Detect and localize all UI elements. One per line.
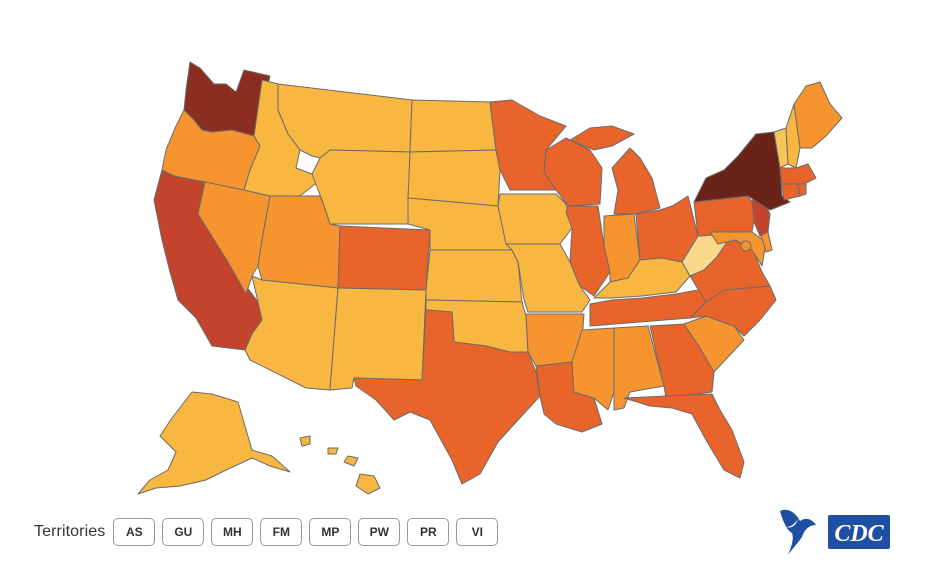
state-CT[interactable] [781, 183, 801, 201]
state-PA[interactable] [693, 195, 757, 237]
state-MI-up[interactable] [569, 125, 635, 151]
territories-bar: Territories AS GU MH FM MP PW PR VI [34, 517, 505, 547]
state-HI[interactable] [355, 473, 381, 495]
state-HI-oahu[interactable] [327, 447, 339, 455]
cdc-logo-box [828, 515, 890, 549]
state-AK[interactable] [137, 391, 291, 495]
state-DC[interactable] [740, 240, 752, 252]
state-WY[interactable] [311, 149, 411, 225]
state-HI-islands [299, 435, 381, 495]
territory-button-pr[interactable]: PR [407, 518, 450, 546]
territories-label: Territories [34, 523, 106, 540]
state-MD[interactable] [709, 231, 767, 267]
state-RI[interactable] [797, 183, 807, 197]
state-NY[interactable] [693, 131, 791, 211]
territory-button-mp[interactable]: MP [309, 518, 352, 546]
state-AL[interactable] [613, 325, 665, 411]
state-SD[interactable] [407, 149, 501, 207]
territory-button-as[interactable]: AS [113, 518, 156, 546]
state-MO[interactable] [505, 243, 591, 313]
cdc-logo: CDC [828, 515, 890, 549]
state-IA[interactable] [497, 193, 573, 245]
state-ME[interactable] [793, 81, 843, 149]
territory-button-pw[interactable]: PW [358, 518, 401, 546]
territory-button-fm[interactable]: FM [260, 518, 303, 546]
state-MT[interactable] [277, 83, 413, 159]
state-NM[interactable] [329, 287, 427, 391]
cdc-logo-text: CDC [834, 521, 884, 547]
state-AZ[interactable] [244, 275, 339, 391]
state-FL[interactable] [623, 393, 745, 479]
state-MA[interactable] [779, 163, 817, 185]
territory-button-mh[interactable]: MH [211, 518, 254, 546]
state-MI[interactable] [611, 147, 661, 215]
agency-logos: CDC [780, 509, 890, 555]
state-CO[interactable] [337, 225, 431, 291]
state-NH[interactable] [785, 103, 801, 169]
state-IL[interactable] [565, 205, 611, 297]
state-TX[interactable] [353, 309, 541, 485]
territory-button-gu[interactable]: GU [162, 518, 205, 546]
territory-button-vi[interactable]: VI [456, 518, 499, 546]
state-HI-kauai[interactable] [299, 435, 311, 447]
state-KS[interactable] [425, 249, 523, 303]
state-HI-maui[interactable] [343, 455, 359, 467]
state-ND[interactable] [409, 99, 497, 153]
hhs-eagle-icon [780, 509, 816, 555]
